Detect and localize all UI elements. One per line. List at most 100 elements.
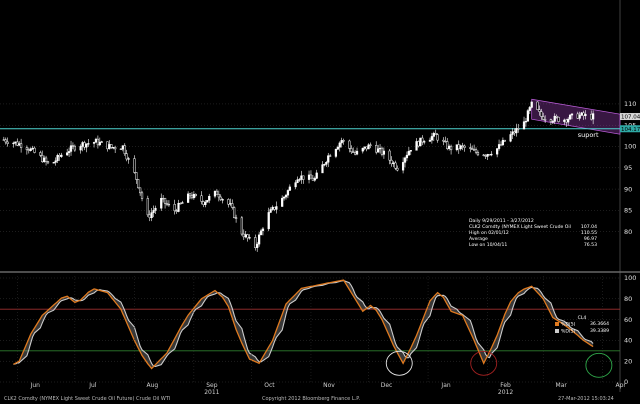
- candle-body: [405, 154, 409, 159]
- footer-copyright: Copyright 2012 Bloomberg Finance L.P.: [262, 396, 361, 402]
- candle-body: [58, 155, 61, 157]
- candle-body: [219, 196, 222, 200]
- candle-body: [553, 115, 556, 122]
- candle-body: [269, 209, 272, 213]
- candle-body: [380, 147, 384, 155]
- x-tick-label: Apr: [616, 382, 627, 389]
- candle-body: [563, 119, 566, 122]
- candle-body: [139, 187, 142, 194]
- last-price-tag: [620, 113, 640, 121]
- candle-body: [555, 115, 558, 118]
- candle-body: [165, 203, 169, 205]
- candle-body: [396, 167, 399, 171]
- candle-body: [436, 134, 439, 141]
- candle-body: [190, 195, 194, 199]
- candle-body: [567, 118, 570, 123]
- candle-body: [457, 144, 460, 150]
- stoch-d-line: [13, 280, 594, 367]
- candle-body: [394, 162, 397, 169]
- candle-body: [200, 195, 203, 202]
- candle-body: [311, 177, 314, 181]
- stoch-legend-row: %D(5) 36.3664: [555, 322, 609, 329]
- candle-body: [428, 139, 432, 142]
- candle-body: [403, 157, 407, 163]
- price-candles: [2, 101, 595, 252]
- candle-body: [43, 157, 46, 162]
- candle-body: [133, 158, 136, 173]
- candle-body: [246, 234, 249, 239]
- candle-body: [234, 217, 238, 219]
- candle-body: [434, 133, 437, 135]
- candle-body: [592, 113, 595, 120]
- candle-body: [146, 198, 149, 216]
- candle-body: [313, 178, 316, 181]
- candle-body: [282, 196, 286, 199]
- candle-body: [152, 210, 155, 213]
- candle-body: [417, 141, 420, 147]
- candle-body: [267, 212, 270, 230]
- candle-body: [121, 145, 124, 150]
- candle-body: [52, 162, 55, 164]
- candle-body: [323, 164, 326, 166]
- candle-body: [31, 147, 34, 150]
- candle-body: [536, 101, 539, 110]
- candle-body: [576, 113, 579, 119]
- price-y-tick-label: 100: [624, 143, 636, 151]
- candle-body: [4, 139, 7, 143]
- x-year-label: 2011: [204, 389, 219, 396]
- legend-label: Average: [469, 237, 488, 242]
- footer-security: CLK2 Comdty (NYMEX Light Sweet Crude Oil…: [4, 396, 171, 402]
- candle-body: [486, 154, 489, 157]
- candle-body: [377, 148, 380, 153]
- legend-row: High on 02/01/12 110.55: [469, 231, 597, 237]
- candle-body: [217, 194, 220, 198]
- candle-body: [298, 179, 301, 181]
- candle-body: [309, 174, 313, 179]
- candle-body: [41, 155, 44, 162]
- candle-body: [369, 144, 372, 146]
- x-tick-label: Jul: [88, 382, 97, 389]
- candle-body: [340, 140, 343, 144]
- support-label: suport: [578, 131, 599, 139]
- last-price-label: 107.04: [621, 115, 640, 121]
- candle-body: [430, 136, 434, 141]
- price-y-tick-label: 110: [624, 100, 636, 108]
- support-value-label: 104.17: [621, 127, 640, 133]
- candle-body: [194, 193, 197, 196]
- candle-body: [29, 148, 32, 151]
- stoch-legend-title: CL4: [577, 316, 587, 321]
- footer-timestamp: 27-Mar-2012 15:03:24: [558, 396, 614, 402]
- candle-body: [160, 197, 163, 209]
- candle-body: [16, 141, 19, 146]
- candle-body: [284, 194, 288, 198]
- stoch-highlight-circle: [385, 350, 413, 376]
- candle-body: [423, 141, 426, 143]
- candle-body: [484, 155, 487, 157]
- candle-body: [338, 142, 341, 148]
- candle-body: [79, 146, 82, 151]
- x-tick-label: Nov: [323, 382, 335, 389]
- candle-body: [81, 142, 84, 147]
- candle-body: [18, 143, 21, 146]
- candle-body: [509, 134, 512, 142]
- candle-body: [242, 233, 245, 238]
- candle-body: [352, 151, 355, 153]
- support-line: suport: [0, 128, 620, 139]
- candle-body: [150, 212, 153, 218]
- candle-body: [348, 140, 351, 149]
- candle-body: [497, 144, 501, 149]
- candle-body: [261, 228, 265, 231]
- legend-value: 76.53: [583, 243, 597, 248]
- candle-body: [256, 243, 259, 248]
- candle-body: [204, 201, 207, 205]
- legend-value: 96.97: [583, 237, 597, 242]
- candle-body: [482, 154, 485, 156]
- stoch-y-tick-label: 20: [624, 357, 632, 365]
- candle-body: [192, 193, 195, 199]
- candle-body: [281, 197, 284, 207]
- stoch-lines: [13, 279, 594, 370]
- candle-body: [473, 149, 476, 151]
